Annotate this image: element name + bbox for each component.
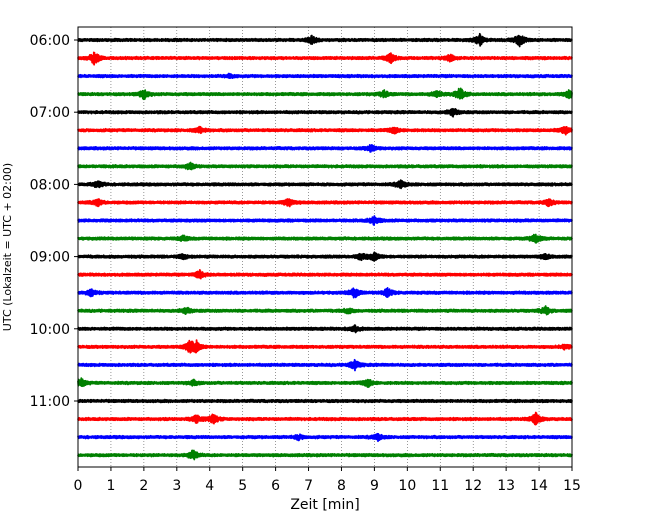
seismic-trace-0600: [77, 32, 573, 48]
seismic-trace-0730: [77, 143, 573, 153]
seismic-trace-0700: [77, 107, 573, 118]
trace-group: [77, 32, 573, 461]
y-tick-label: 08:00: [30, 177, 70, 193]
seismic-trace-0845: [77, 233, 573, 244]
x-tick-label: 8: [337, 478, 346, 494]
seismic-trace-1115: [77, 411, 573, 426]
x-tick-label: 3: [172, 478, 181, 494]
vertical-grid: [110, 27, 540, 467]
x-tick-label: 12: [464, 478, 482, 494]
y-tick-label: 06:00: [30, 33, 70, 49]
x-tick-label: 7: [304, 478, 313, 494]
x-tick-label: 0: [74, 478, 83, 494]
y-axis-label: UTC (Lokalzeit = UTC + 02:00): [1, 163, 14, 331]
y-tick-label: 10:00: [30, 322, 70, 338]
seismic-trace-0745: [77, 161, 573, 171]
seismic-trace-0945: [77, 305, 573, 316]
x-axis: 0 1 2 3 4 5 6 7 8 9 10 11 12 13 14 15: [74, 467, 581, 494]
x-tick-label: 6: [271, 478, 280, 494]
x-tick-label: 5: [238, 478, 247, 494]
x-tick-label: 13: [497, 478, 515, 494]
seismic-trace-1000: [77, 324, 573, 334]
x-tick-label: 1: [106, 478, 115, 494]
x-tick-label: 11: [431, 478, 449, 494]
seismic-trace-1130: [77, 432, 573, 443]
seismic-trace-1015: [77, 339, 573, 354]
plot-frame: [77, 26, 573, 468]
x-tick-label: 2: [139, 478, 148, 494]
x-axis-label: Zeit [min]: [290, 497, 359, 513]
x-tick-label: 10: [398, 478, 416, 494]
x-tick-label: 4: [205, 478, 214, 494]
seismic-trace-0645: [77, 87, 573, 101]
seismic-trace-1045: [77, 377, 573, 388]
seismic-trace-1030: [77, 358, 573, 372]
seismic-trace-0715: [77, 125, 573, 136]
x-tick-label: 15: [563, 478, 581, 494]
seismic-trace-0900: [77, 251, 573, 262]
y-tick-label: 09:00: [30, 250, 70, 266]
x-tick-label: 9: [370, 478, 379, 494]
seismic-trace-0815: [77, 198, 573, 208]
seismic-trace-0830: [77, 215, 573, 226]
seismic-trace-1100: [77, 398, 573, 404]
y-axis: 06:00 07:00 08:00 09:00 10:00 11:00: [30, 33, 78, 410]
seismic-trace-0615: [77, 51, 573, 66]
seismic-trace-0630: [77, 72, 573, 80]
y-tick-label: 11:00: [30, 394, 70, 410]
seismic-trace-0915: [77, 268, 573, 280]
y-tick-label: 07:00: [30, 105, 70, 121]
seismic-trace-0800: [77, 179, 573, 190]
seismic-trace-1145: [77, 449, 573, 461]
seismic-trace-0930: [77, 287, 573, 299]
x-tick-label: 14: [530, 478, 548, 494]
